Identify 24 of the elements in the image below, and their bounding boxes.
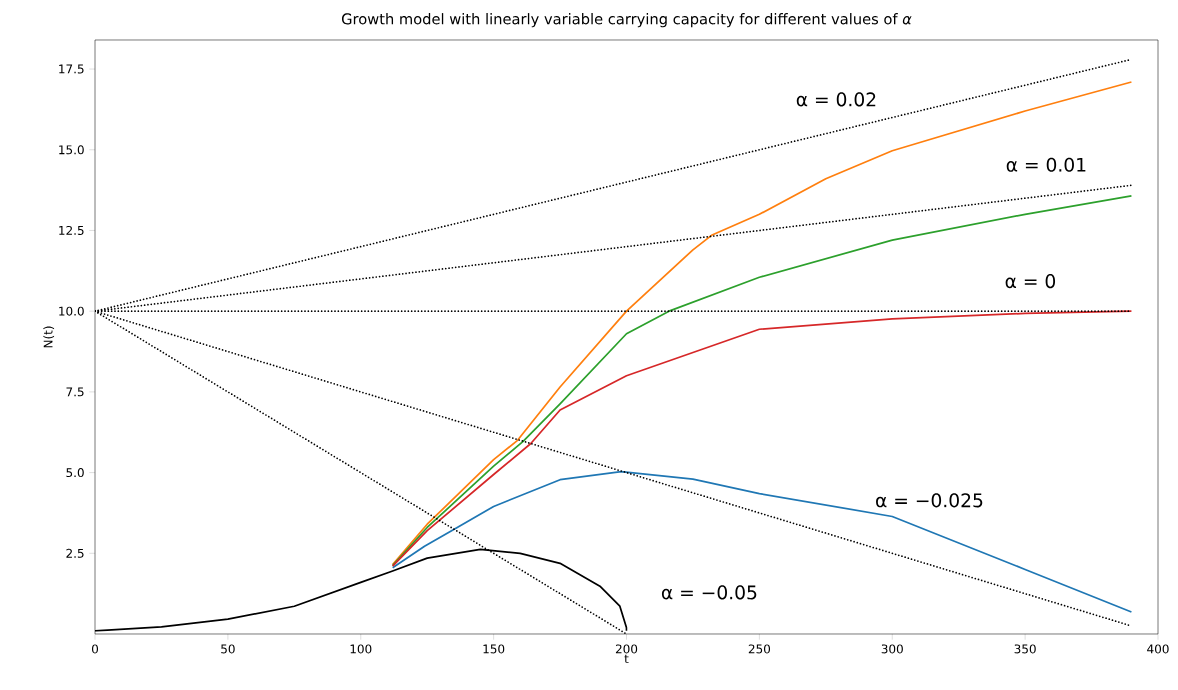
annotation: α = 0.02 <box>796 92 876 107</box>
y-axis-title: N(t) <box>43 326 55 348</box>
y-tick-label: 2.5 <box>66 548 84 558</box>
y-tick-label: 12.5 <box>59 225 84 235</box>
y-tick-label: 15.0 <box>59 145 84 155</box>
x-tick-label: 100 <box>350 644 372 654</box>
x-tick-label: 250 <box>748 644 771 654</box>
annotation: α = 0.01 <box>1006 157 1086 172</box>
x-tick-label: 300 <box>881 644 903 654</box>
y-tick-label: 17.5 <box>59 64 84 74</box>
x-tick-label: 400 <box>1147 644 1169 654</box>
annotation: α = 0 <box>1005 274 1056 289</box>
x-tick-label: 200 <box>615 644 638 654</box>
annotation: α = −0.05 <box>661 585 757 600</box>
y-tick-label: 5.0 <box>66 468 84 478</box>
x-axis-title: t <box>624 654 629 664</box>
x-tick-label: 50 <box>221 644 235 654</box>
annotation: α = −0.025 <box>876 493 983 508</box>
x-tick-label: 350 <box>1014 644 1036 654</box>
x-tick-label: 0 <box>91 644 99 654</box>
chart-title: Growth model with linearly variable carrying capacity for different values of α <box>341 13 912 28</box>
y-tick-label: 7.5 <box>66 387 84 397</box>
x-tick-label: 150 <box>483 644 505 654</box>
y-tick-label: 10.0 <box>59 306 84 316</box>
